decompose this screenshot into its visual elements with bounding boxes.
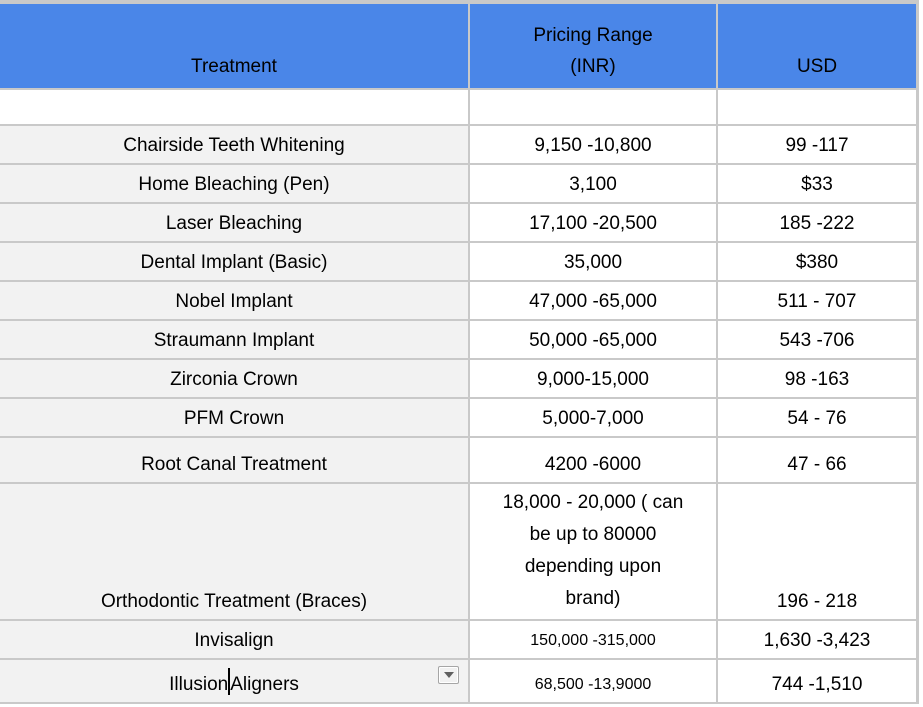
cell-pricing-inr[interactable]: 9,150 -10,800 bbox=[470, 126, 716, 163]
cell-pricing-inr[interactable]: 68,500 -13,9000 bbox=[470, 660, 716, 702]
cell-treatment[interactable]: Zirconia Crown bbox=[0, 360, 468, 397]
cell-treatment[interactable]: Home Bleaching (Pen) bbox=[0, 165, 468, 202]
cell-treatment[interactable]: Illusion Aligners bbox=[0, 660, 468, 702]
cell-treatment[interactable]: Root Canal Treatment bbox=[0, 438, 468, 482]
text-cursor bbox=[228, 668, 231, 695]
cell-pricing-inr[interactable]: 5,000-7,000 bbox=[470, 399, 716, 436]
editing-cell-text: Illusion Aligners bbox=[169, 668, 299, 697]
cell-treatment[interactable]: Dental Implant (Basic) bbox=[0, 243, 468, 280]
cell-treatment[interactable]: Straumann Implant bbox=[0, 321, 468, 358]
cell-pricing-inr[interactable]: 50,000 -65,000 bbox=[470, 321, 716, 358]
cell-text-after-caret: Aligners bbox=[230, 674, 299, 695]
cell-usd[interactable]: 54 - 76 bbox=[718, 399, 916, 436]
cell-treatment[interactable]: Chairside Teeth Whitening bbox=[0, 126, 468, 163]
cell-treatment[interactable]: Orthodontic Treatment (Braces) bbox=[0, 484, 468, 619]
cell-treatment[interactable]: Laser Bleaching bbox=[0, 204, 468, 241]
cell-usd[interactable]: $33 bbox=[718, 165, 916, 202]
cell-usd[interactable]: 98 -163 bbox=[718, 360, 916, 397]
cell-text-before-caret: Illusion bbox=[169, 674, 229, 695]
cell-pricing-inr[interactable]: 47,000 -65,000 bbox=[470, 282, 716, 319]
cell-usd[interactable]: 744 -1,510 bbox=[718, 660, 916, 702]
cell-treatment[interactable]: PFM Crown bbox=[0, 399, 468, 436]
cell-pricing-inr[interactable] bbox=[470, 90, 716, 124]
header-cell-usd[interactable]: USD bbox=[718, 4, 916, 88]
cell-usd[interactable] bbox=[718, 90, 916, 124]
cell-usd[interactable]: 47 - 66 bbox=[718, 438, 916, 482]
cell-usd[interactable]: 1,630 -3,423 bbox=[718, 621, 916, 658]
cell-treatment[interactable]: Nobel Implant bbox=[0, 282, 468, 319]
cell-pricing-inr[interactable]: 9,000-15,000 bbox=[470, 360, 716, 397]
cell-pricing-inr[interactable]: 18,000 - 20,000 ( can be up to 80000 dep… bbox=[470, 484, 716, 619]
cell-treatment[interactable]: Invisalign bbox=[0, 621, 468, 658]
cell-usd[interactable]: $380 bbox=[718, 243, 916, 280]
cell-pricing-inr[interactable]: 150,000 -315,000 bbox=[470, 621, 716, 658]
cell-pricing-inr[interactable]: 4200 -6000 bbox=[470, 438, 716, 482]
header-cell-inr[interactable]: Pricing Range (INR) bbox=[470, 4, 716, 88]
cell-pricing-inr[interactable]: 35,000 bbox=[470, 243, 716, 280]
cell-pricing-inr[interactable]: 17,100 -20,500 bbox=[470, 204, 716, 241]
cell-usd[interactable]: 511 - 707 bbox=[718, 282, 916, 319]
data-validation-dropdown-button[interactable] bbox=[438, 666, 459, 684]
cell-treatment[interactable] bbox=[0, 90, 468, 124]
cell-usd[interactable]: 99 -117 bbox=[718, 126, 916, 163]
cell-usd[interactable]: 543 -706 bbox=[718, 321, 916, 358]
chevron-down-icon bbox=[443, 672, 454, 678]
cell-usd[interactable]: 196 - 218 bbox=[718, 484, 916, 619]
cell-usd[interactable]: 185 -222 bbox=[718, 204, 916, 241]
header-cell-treatment[interactable]: Treatment bbox=[0, 4, 468, 88]
cell-pricing-inr[interactable]: 3,100 bbox=[470, 165, 716, 202]
